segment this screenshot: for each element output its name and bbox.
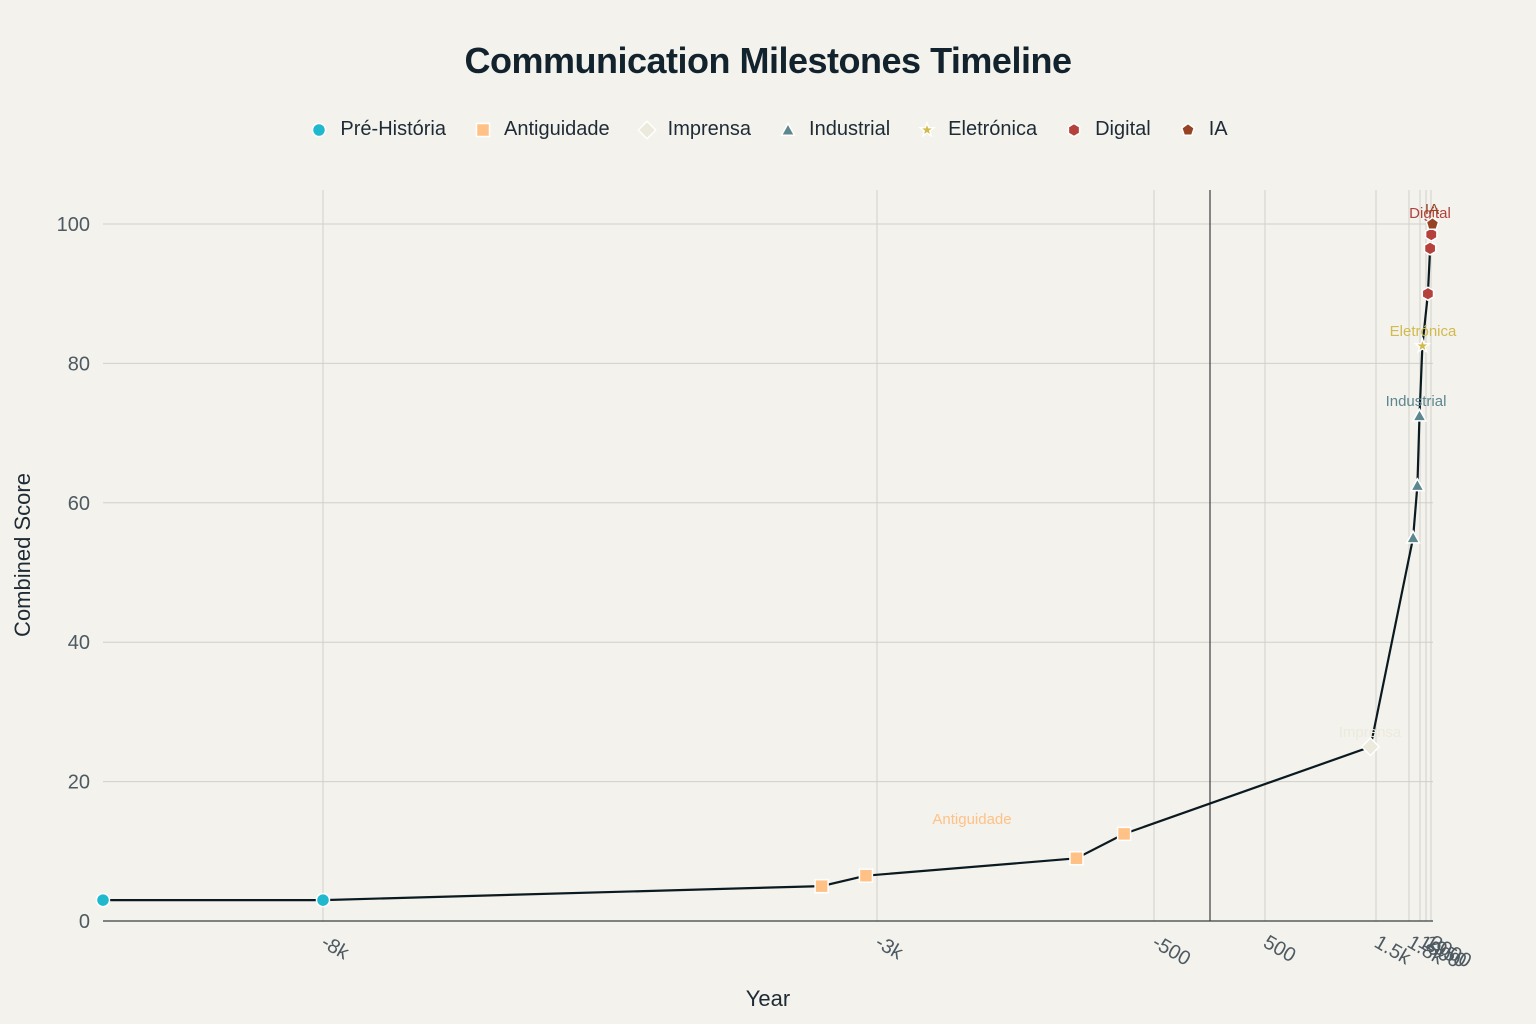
y-tick-label: 60 xyxy=(68,493,90,515)
legend-item-ia[interactable]: IA xyxy=(1177,118,1228,141)
gridlines xyxy=(103,190,1433,921)
legend-symbol xyxy=(918,120,937,138)
series-line xyxy=(103,223,1434,902)
legend-label: Digital xyxy=(1095,118,1151,140)
marker-eletronica xyxy=(1413,336,1432,354)
legend-item-imprensa[interactable]: Imprensa xyxy=(636,118,751,141)
marker-industrial xyxy=(1411,407,1428,422)
legend-marker-eletronica xyxy=(918,120,937,138)
legend-label: Eletrónica xyxy=(948,118,1038,140)
marker-antiguidade xyxy=(858,868,874,883)
label-ia: IA xyxy=(1425,201,1439,218)
marker-digital xyxy=(1424,227,1438,242)
legend-item-pre-historia[interactable]: Pré-História xyxy=(308,118,446,141)
legend-marker-ia xyxy=(1180,122,1195,136)
marker-industrial xyxy=(1405,529,1421,544)
y-tick-label: 0 xyxy=(79,911,90,933)
legend-item-eletronica[interactable]: Eletrónica xyxy=(916,118,1037,141)
legend-label: Antiguidade xyxy=(503,118,610,140)
label-digital: Digital xyxy=(1409,205,1451,222)
label-imprensa: Imprensa xyxy=(1339,724,1402,741)
y-tick-label: 40 xyxy=(68,632,90,654)
marker-imprensa xyxy=(1360,736,1381,757)
legend-marker-antiguidade xyxy=(475,122,491,137)
x-tick-label: -500 xyxy=(1149,931,1195,970)
annotations: Antiguidade Imprensa Industrial Eletrónica D… xyxy=(932,201,1457,828)
legend-symbol xyxy=(636,119,657,140)
x-tick-label: 500 xyxy=(1260,931,1300,967)
legend-item-industrial[interactable]: Industrial xyxy=(777,118,890,141)
data-line xyxy=(103,223,1434,902)
legend-item-antiguidade[interactable]: Antiguidade xyxy=(472,118,610,141)
label-industrial: Industrial xyxy=(1386,393,1447,410)
legend-marker-pre-historia xyxy=(312,122,327,137)
legend-label: Industrial xyxy=(809,118,891,140)
legend-symbol xyxy=(475,122,491,137)
marker-digital xyxy=(1421,286,1435,302)
marker-antiguidade xyxy=(1116,826,1132,842)
marker-pre-historia xyxy=(95,892,111,908)
x-axis-label: Year xyxy=(746,986,790,1011)
legend-label: IA xyxy=(1208,118,1228,140)
marker-antiguidade xyxy=(1069,851,1084,866)
y-tick-label: 100 xyxy=(57,214,90,236)
y-tick-label: 80 xyxy=(68,353,90,375)
y-axis-label: Combined Score xyxy=(10,473,35,637)
legend-symbol xyxy=(1180,122,1195,136)
marker-antiguidade xyxy=(814,878,829,894)
y-tick-label: 20 xyxy=(68,772,90,794)
marker-pre-historia xyxy=(315,892,331,908)
legend-item-digital[interactable]: Digital xyxy=(1063,118,1151,141)
legend-label: Imprensa xyxy=(667,118,752,140)
legend-symbol xyxy=(780,121,796,136)
legend-marker-digital xyxy=(1067,122,1081,137)
legend-marker-imprensa xyxy=(636,119,657,140)
legend-symbol xyxy=(312,122,327,137)
legend-symbol xyxy=(1067,122,1081,137)
legend-label: Pré-História xyxy=(340,118,446,140)
marker-industrial xyxy=(1409,477,1426,492)
marker-ia xyxy=(1425,216,1440,231)
legend-marker-industrial xyxy=(780,121,796,136)
legend: Pré-História Antiguidade Imprensa Industria… xyxy=(0,118,1536,141)
label-eletronica: Eletrónica xyxy=(1390,323,1457,340)
marker-digital xyxy=(1423,241,1437,256)
label-antiguidade: Antiguidade xyxy=(932,811,1011,828)
chart-title: Communication Milestones Timeline xyxy=(464,40,1072,81)
x-tick-label: -3k xyxy=(872,931,908,964)
markers xyxy=(95,216,1440,908)
x-tick-label: -8k xyxy=(318,931,354,964)
